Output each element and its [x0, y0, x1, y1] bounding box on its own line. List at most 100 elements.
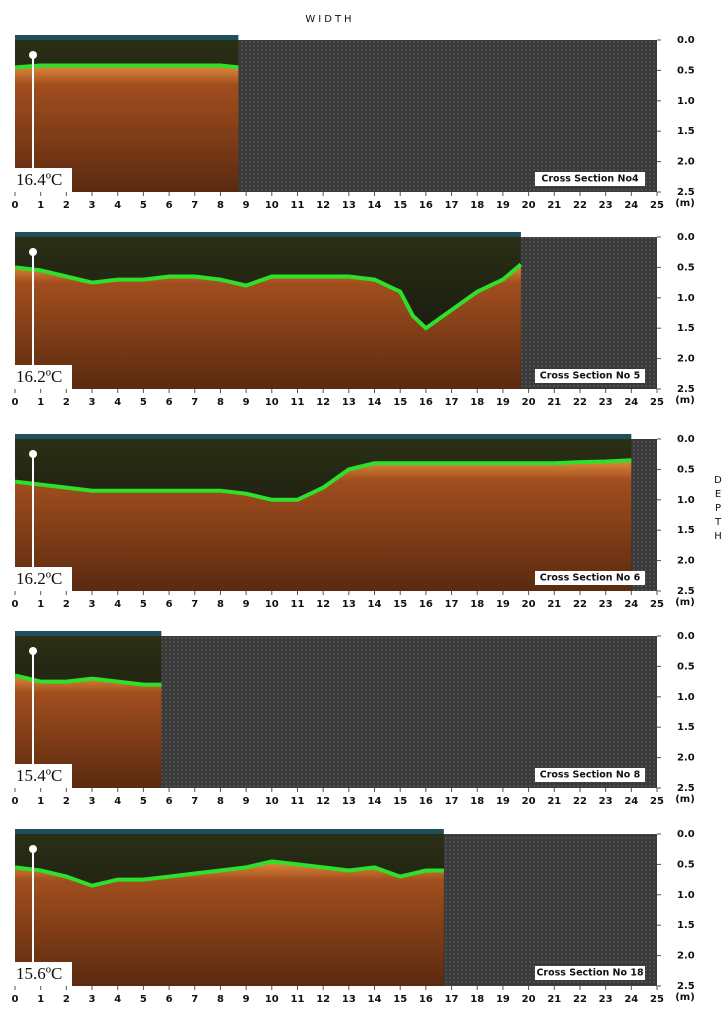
y-tick-label: 0.5	[677, 661, 695, 672]
x-tick-label: 18	[470, 397, 484, 408]
y-tick-label: 1.5	[677, 525, 695, 536]
probe-dot	[29, 647, 37, 655]
x-tick-label: 2	[63, 200, 70, 211]
x-tick-label: 12	[316, 397, 330, 408]
x-tick-label: 15	[393, 994, 407, 1005]
x-tick-label: 17	[445, 599, 459, 610]
x-tick-label: 20	[522, 599, 536, 610]
x-tick-label: 4	[114, 397, 121, 408]
x-tick-label: 23	[599, 200, 613, 211]
x-tick-label: 16	[419, 397, 433, 408]
probe-dot	[29, 248, 37, 256]
x-tick-label: 16	[419, 796, 433, 807]
x-tick-label: 15	[393, 599, 407, 610]
x-tick-label: 15	[393, 397, 407, 408]
x-tick-label: 1	[37, 397, 44, 408]
x-tick-label: 8	[217, 994, 224, 1005]
x-tick-label: 3	[89, 397, 96, 408]
x-tick-label: 17	[445, 994, 459, 1005]
x-tick-label: 6	[166, 599, 173, 610]
x-tick-label: 7	[191, 994, 198, 1005]
x-tick-label: 12	[316, 994, 330, 1005]
x-tick-label: 17	[445, 200, 459, 211]
x-tick-label: 10	[265, 397, 279, 408]
x-tick-label: 2	[63, 994, 70, 1005]
x-tick-label: 7	[191, 599, 198, 610]
x-tick-label: 13	[342, 397, 356, 408]
figure: WIDTH DEPTH 16.4ºCCross Section No401234…	[0, 0, 725, 1011]
x-tick-label: 11	[291, 200, 305, 211]
x-tick-label: 14	[368, 200, 382, 211]
temperature-label: 16.4ºC	[16, 170, 62, 189]
x-tick-label: 18	[470, 994, 484, 1005]
y-tick-label: 2.5	[677, 783, 695, 794]
section-label: Cross Section No 18	[536, 968, 644, 979]
x-tick-label: 3	[89, 994, 96, 1005]
x-tick-label: 1	[37, 994, 44, 1005]
x-tick-label: 0	[12, 397, 19, 408]
x-tick-label: 14	[368, 599, 382, 610]
x-tick-label: 3	[89, 200, 96, 211]
x-tick-label: 16	[419, 200, 433, 211]
y-tick-label: 1.5	[677, 126, 695, 137]
x-tick-label: 18	[470, 599, 484, 610]
x-tick-label: 20	[522, 796, 536, 807]
temperature-label: 16.2ºC	[16, 367, 62, 386]
x-tick-label: 16	[419, 599, 433, 610]
x-tick-label: 12	[316, 200, 330, 211]
x-tick-label: 21	[547, 200, 561, 211]
x-tick-label: 20	[522, 397, 536, 408]
x-tick-label: 5	[140, 994, 147, 1005]
x-tick-label: 1	[37, 796, 44, 807]
x-tick-label: 10	[265, 994, 279, 1005]
bed-line	[15, 66, 238, 68]
y-tick-label: 2.5	[677, 586, 695, 597]
x-tick-label: 0	[12, 599, 19, 610]
x-tick-label: 21	[547, 599, 561, 610]
x-tick-label: 7	[191, 796, 198, 807]
surface-bar	[15, 434, 631, 439]
x-tick-label: 9	[243, 599, 250, 610]
x-tick-label: 16	[419, 994, 433, 1005]
x-tick-label: 24	[624, 397, 638, 408]
x-tick-label: 9	[243, 994, 250, 1005]
x-tick-label: 19	[496, 796, 510, 807]
x-tick-label: 10	[265, 599, 279, 610]
x-tick-label: 19	[496, 397, 510, 408]
x-tick-label: 12	[316, 599, 330, 610]
x-tick-label: 19	[496, 599, 510, 610]
x-unit: (m)	[675, 198, 695, 209]
x-tick-label: 13	[342, 994, 356, 1005]
x-tick-label: 23	[599, 796, 613, 807]
y-tick-label: 2.0	[677, 753, 695, 764]
x-tick-label: 22	[573, 599, 587, 610]
x-tick-label: 8	[217, 397, 224, 408]
x-tick-label: 14	[368, 796, 382, 807]
y-tick-label: 1.0	[677, 692, 695, 703]
x-tick-label: 13	[342, 796, 356, 807]
x-tick-label: 20	[522, 994, 536, 1005]
x-tick-label: 25	[650, 599, 664, 610]
probe-dot	[29, 51, 37, 59]
y-tick-label: 0.0	[677, 232, 695, 243]
x-tick-label: 8	[217, 200, 224, 211]
temperature-label: 16.2ºC	[16, 569, 62, 588]
x-tick-label: 21	[547, 397, 561, 408]
y-tick-label: 2.5	[677, 384, 695, 395]
x-tick-label: 22	[573, 796, 587, 807]
surface-bar	[15, 35, 238, 40]
y-tick-label: 2.0	[677, 951, 695, 962]
x-tick-label: 24	[624, 599, 638, 610]
y-tick-label: 1.0	[677, 495, 695, 506]
x-tick-label: 4	[114, 994, 121, 1005]
surface-bar	[15, 232, 521, 237]
x-tick-label: 17	[445, 397, 459, 408]
x-tick-label: 11	[291, 994, 305, 1005]
x-tick-label: 0	[12, 200, 19, 211]
y-tick-label: 2.0	[677, 157, 695, 168]
x-tick-label: 19	[496, 200, 510, 211]
temperature-label: 15.6ºC	[16, 964, 62, 983]
x-tick-label: 1	[37, 200, 44, 211]
y-tick-label: 0.0	[677, 829, 695, 840]
surface-bar	[15, 631, 161, 636]
